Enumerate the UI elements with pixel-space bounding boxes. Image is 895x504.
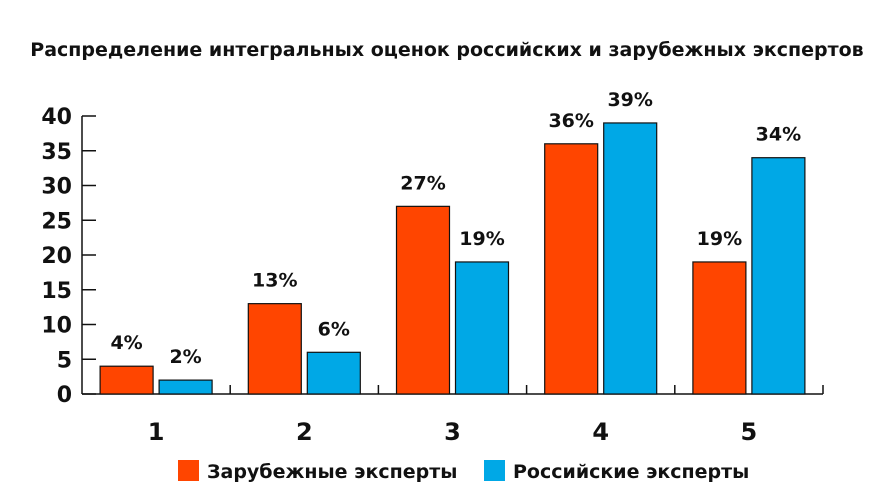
data-label: 36% xyxy=(548,110,593,132)
bar xyxy=(395,205,451,395)
bar xyxy=(247,303,302,395)
legend-swatch xyxy=(484,460,505,481)
data-label: 2% xyxy=(169,346,201,368)
data-label: 34% xyxy=(756,124,801,146)
data-label: 19% xyxy=(697,228,742,250)
legend-label: Российские эксперты xyxy=(513,461,749,483)
y-tick-label: 30 xyxy=(41,175,72,200)
bar xyxy=(751,157,806,395)
bar xyxy=(306,351,361,395)
data-label: 39% xyxy=(607,89,652,111)
x-tick-label: 5 xyxy=(741,418,758,446)
data-labels: 4% 2% 13% 6% 27% 19% 36% 39% 19% 34% xyxy=(110,89,801,368)
bar xyxy=(544,143,599,395)
bar xyxy=(99,365,154,395)
bar xyxy=(692,261,747,395)
legend-swatch xyxy=(178,460,199,481)
y-tick-label: 35 xyxy=(41,140,72,165)
x-tick-label: 2 xyxy=(296,418,313,446)
y-tick-label: 20 xyxy=(41,244,72,269)
y-tick-label: 40 xyxy=(41,105,72,130)
y-tick-label: 10 xyxy=(41,314,72,339)
data-label: 27% xyxy=(400,172,445,194)
y-axis: 0 5 10 15 20 25 30 35 40 xyxy=(41,105,96,408)
bar xyxy=(158,379,213,395)
data-label: 13% xyxy=(252,270,297,292)
chart-title: Распределение интегральных оценок россий… xyxy=(30,39,863,61)
x-tick-label: 3 xyxy=(444,418,461,446)
y-tick-label: 0 xyxy=(57,383,72,408)
legend-label: Зарубежные эксперты xyxy=(207,461,457,483)
y-tick-label: 5 xyxy=(57,348,72,373)
x-tick-label: 4 xyxy=(592,418,609,446)
bar xyxy=(603,122,658,395)
bar xyxy=(454,261,510,395)
data-label: 6% xyxy=(318,318,350,340)
data-label: 4% xyxy=(110,332,142,354)
bars xyxy=(99,122,806,395)
x-tick-label: 1 xyxy=(148,418,165,446)
y-tick-label: 25 xyxy=(41,209,72,234)
data-label: 19% xyxy=(459,228,504,250)
legend: Зарубежные эксперты Российские эксперты xyxy=(178,460,749,483)
y-tick-label: 15 xyxy=(41,279,72,304)
